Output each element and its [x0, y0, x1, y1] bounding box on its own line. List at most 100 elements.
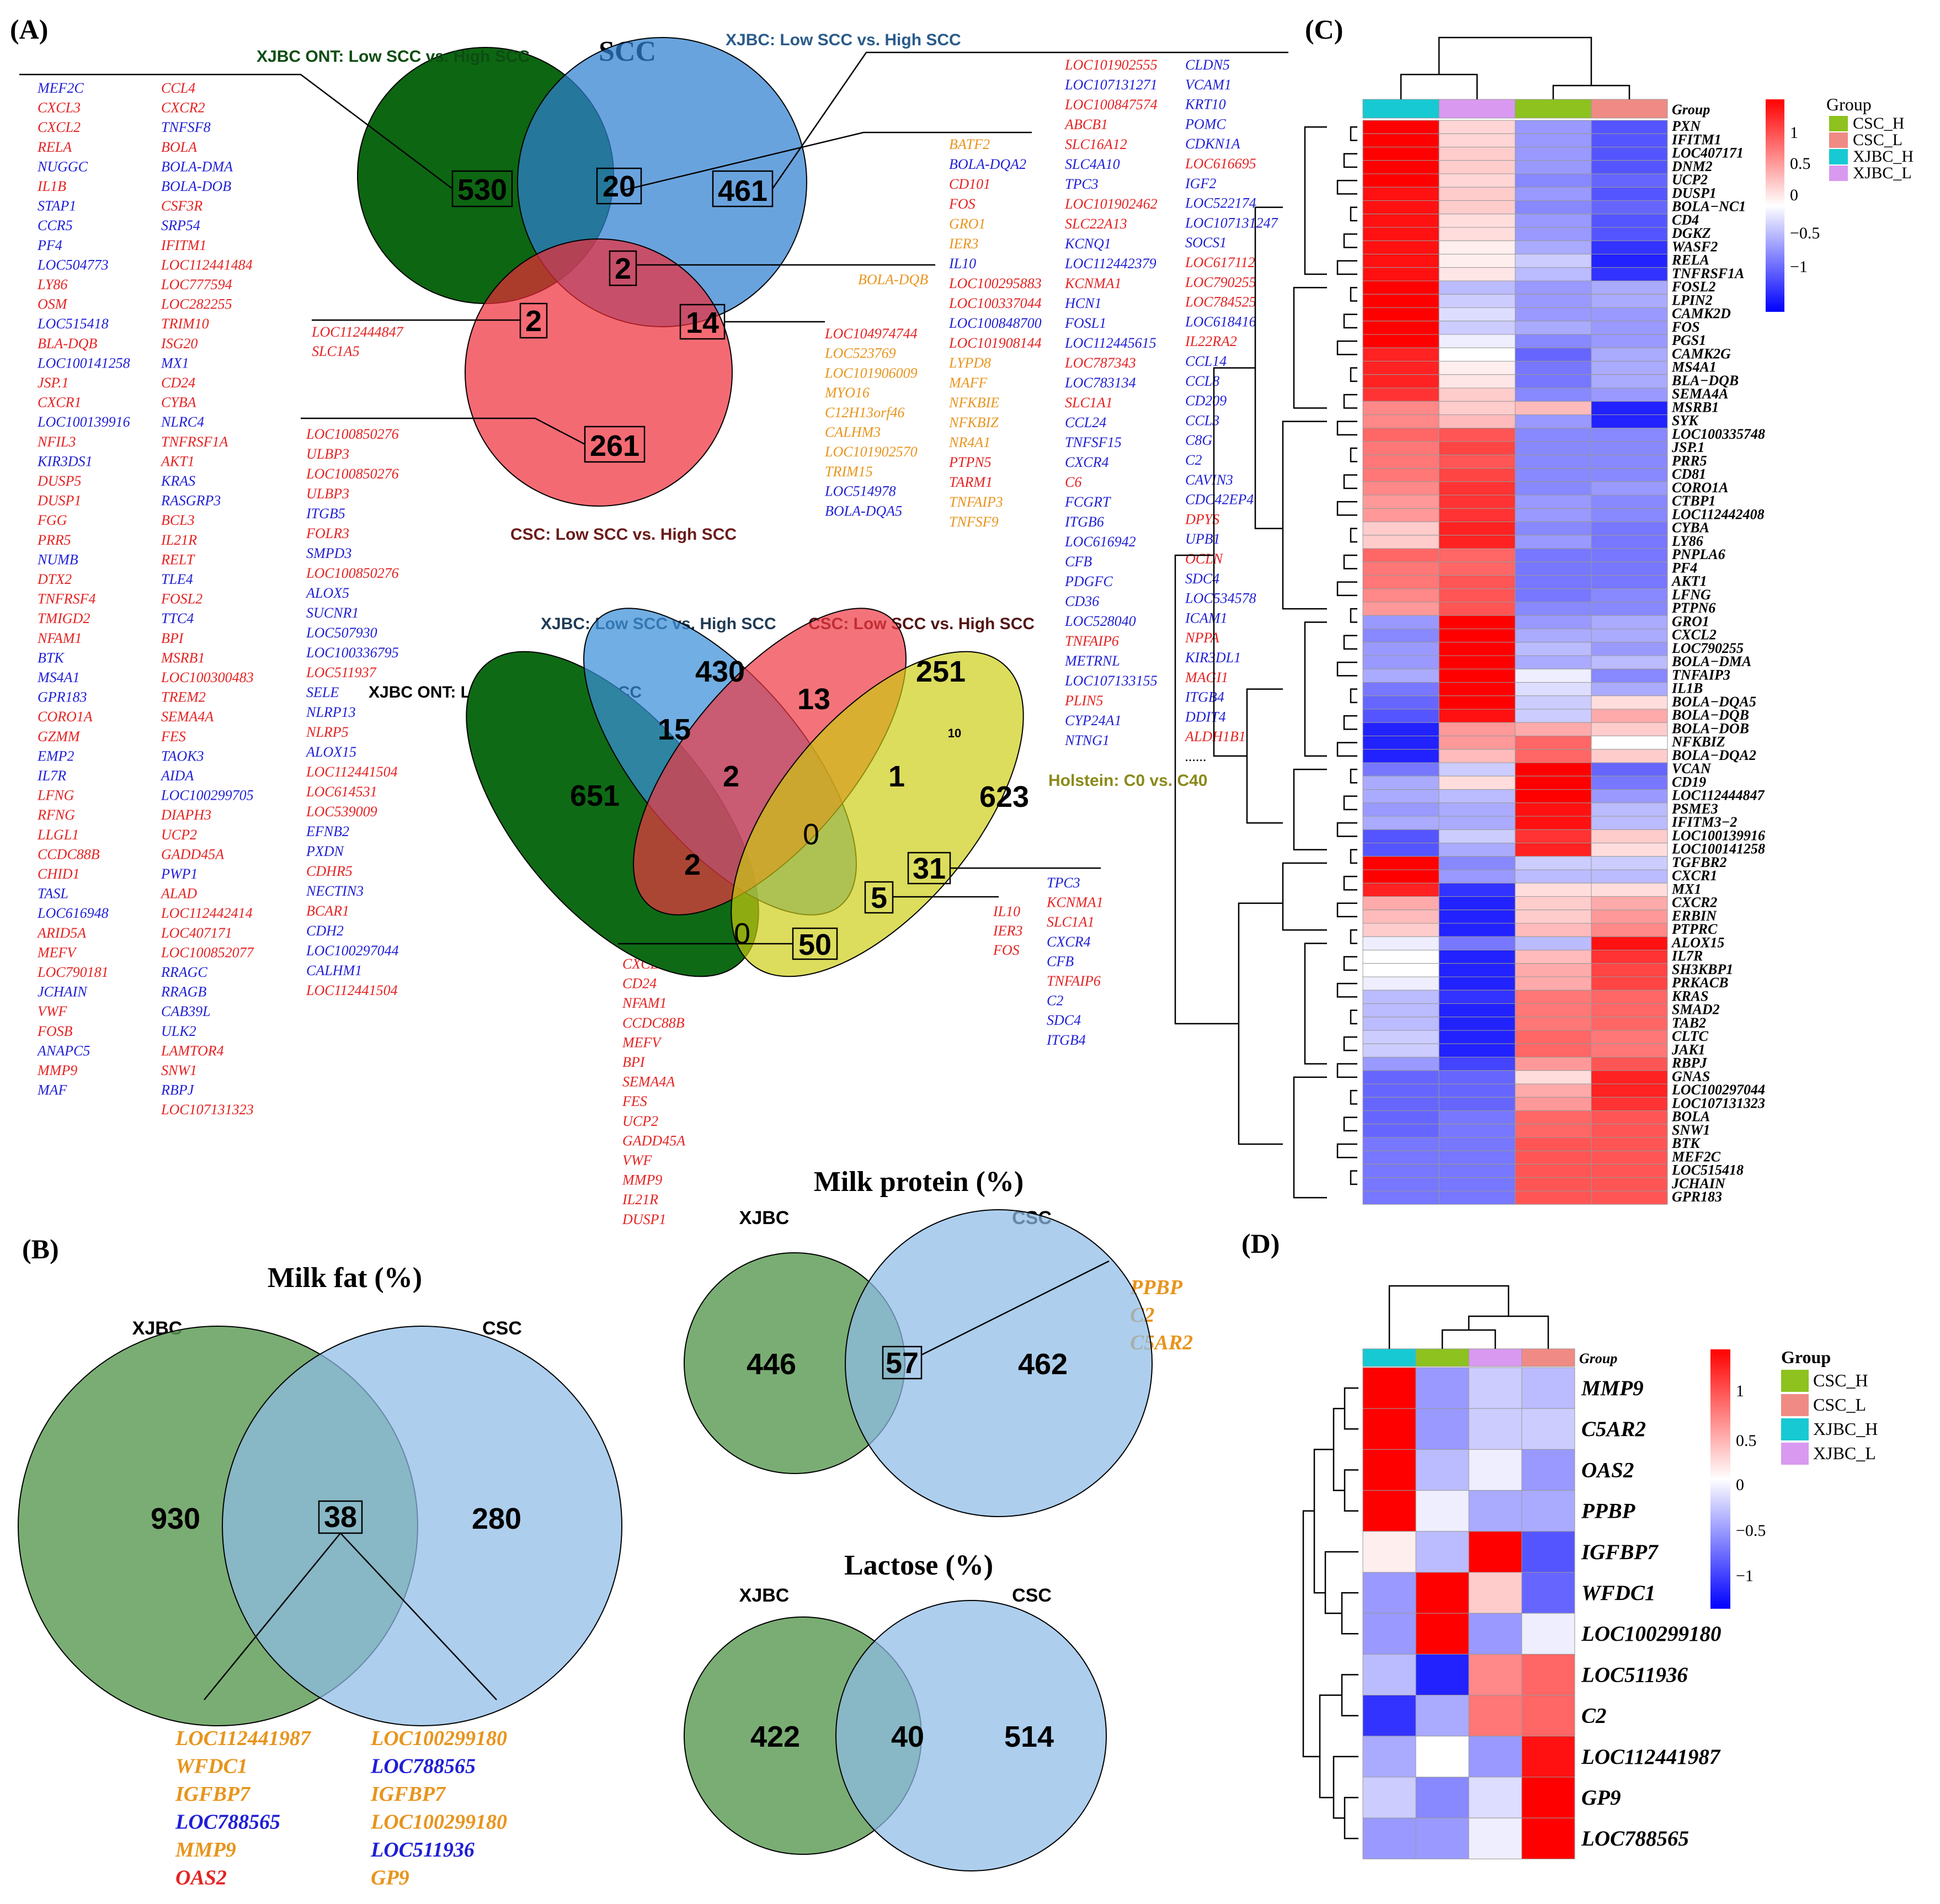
heatmap-d-row-label: LOC100299180 — [1581, 1622, 1722, 1646]
heatmap-c-row-label: CXCR1 — [1672, 868, 1717, 884]
heatmap-c-cell — [1515, 749, 1592, 763]
list-xjbc-only-col2-gene: IGF2 — [1185, 175, 1216, 192]
heatmap-c-cell — [1362, 481, 1440, 496]
heatmap-c-cell — [1362, 682, 1440, 696]
heatmap-c-cell — [1515, 1070, 1592, 1084]
list-xjbc-only-col1-gene: C6 — [1065, 474, 1081, 490]
list-xjbc-only-col2-gene: KIR3DL1 — [1185, 650, 1241, 666]
list-ont-only-col1-gene: PF4 — [37, 237, 62, 253]
heatmap-c-row-label: ALOX15 — [1671, 934, 1724, 950]
heatmap-c-cell — [1515, 414, 1592, 429]
heatmap-c-row-label: CD81 — [1672, 466, 1706, 482]
heatmap-c-cell — [1362, 1043, 1440, 1057]
heatmap-c-cell — [1515, 1164, 1592, 1178]
list-ont-only-col1-gene: GZMM — [38, 728, 81, 744]
venn4-count-ont-csc: 2 — [684, 848, 701, 881]
heatmap-c-cell — [1438, 280, 1516, 295]
list-csc-only-gene: BCAR1 — [306, 903, 349, 919]
heatmap-c-cell — [1591, 1164, 1668, 1178]
heatmap-d-row-label: PPBP — [1581, 1499, 1636, 1523]
heatmap-c-row-label: MEF2C — [1671, 1148, 1721, 1164]
heatmap-c-cell — [1438, 910, 1516, 924]
heatmap-c-cell — [1591, 910, 1668, 924]
heatmap-d-cell — [1415, 1613, 1469, 1655]
list-ont-only-col1-gene: CHID1 — [38, 866, 80, 882]
heatmap-c-row-dendrogram — [1336, 982, 1357, 998]
heatmap-c-row-label: JSP.1 — [1671, 439, 1705, 455]
heatmap-c-row-label: MS4A1 — [1671, 359, 1717, 375]
list-ont-holstein-gene: MMP9 — [622, 1172, 662, 1188]
venn3-count-ont-xjbc: 20 — [603, 170, 636, 203]
heatmap-c-cell — [1591, 160, 1668, 174]
heatmap-c-row-dendrogram — [1336, 1063, 1357, 1078]
list-ont-holstein-gene: SEMA4A — [622, 1074, 675, 1090]
lactose-circle-csc — [835, 1600, 1107, 1871]
heatmap-c-cell — [1362, 1177, 1440, 1192]
heatmap-c-cell — [1515, 1150, 1592, 1164]
heatmap-d-column-dendrogram — [1468, 1315, 1549, 1349]
list-csc-only-gene: LOC112441504 — [306, 982, 398, 998]
list-ont-xjbc-gene: TARM1 — [949, 474, 993, 490]
heatmap-c-cell — [1515, 160, 1592, 174]
list-xjbc-holstein-gene: ITGB4 — [1046, 1032, 1086, 1048]
heatmap-c-cell — [1591, 441, 1668, 455]
list-csc-only-gene: EFNB2 — [306, 823, 349, 839]
heatmap-c-row-label: NFKBIZ — [1671, 734, 1725, 750]
milk-fat-left-gene: MMP9 — [175, 1838, 236, 1862]
heatmap-c-row-label: BTK — [1671, 1135, 1701, 1151]
heatmap-c-cell — [1515, 1017, 1592, 1031]
heatmap-c-row-dendrogram — [1254, 206, 1283, 529]
heatmap-c-cell — [1591, 200, 1668, 215]
lactose-count-both: 40 — [891, 1720, 924, 1753]
heatmap-c-row-label: CORO1A — [1672, 480, 1729, 496]
list-ont-only-col2-gene: LOC107131323 — [161, 1102, 254, 1118]
heatmap-d-cell — [1468, 1572, 1522, 1614]
heatmap-c-cell — [1515, 494, 1592, 509]
heatmap-c-row-dendrogram — [1350, 528, 1357, 543]
heatmap-c-cell — [1438, 160, 1516, 174]
list-xjbc-only-col1-gene: CD36 — [1065, 593, 1099, 609]
milk-fat-right-gene: LOC100299180 — [370, 1727, 507, 1750]
list-xjbc-only-col1-gene: LOC112445615 — [1064, 335, 1156, 351]
heatmap-c-cell — [1591, 829, 1668, 843]
heatmap-c-cell — [1591, 802, 1668, 817]
milk-protein-count-csc: 462 — [1018, 1348, 1068, 1381]
list-ont-only-col1-gene: MMP9 — [37, 1062, 77, 1078]
list-csc-only-gene: LOC539009 — [306, 804, 377, 820]
list-xjbc-only-col1-gene: TPC3 — [1065, 176, 1099, 192]
heatmap-c-cell — [1515, 387, 1592, 402]
heatmap-d-row-dendrogram — [1313, 1449, 1334, 1594]
venn4-count-csc-only: 251 — [916, 655, 966, 688]
list-xjbc-only-col1-gene: HCN1 — [1064, 295, 1101, 311]
heatmap-c-cell — [1362, 629, 1440, 643]
heatmap-c-cell — [1362, 856, 1440, 870]
heatmap-c-cell — [1362, 1110, 1440, 1125]
heatmap-d-cell — [1521, 1367, 1575, 1409]
list-xjbc-holstein-gene: CFB — [1047, 953, 1074, 969]
heatmap-d: Group MMP9 C5AR2 OAS2 PPBP IGFBP7 WFDC1 LOC1002… — [1302, 1285, 1878, 1859]
heatmap-c-cell — [1591, 522, 1668, 536]
list-ont-only-col1-gene: RFNG — [37, 807, 75, 823]
heatmap-c-row-label: PGS1 — [1671, 332, 1706, 348]
venn4-count-ont-xjbc-holstein: 5 — [871, 881, 887, 914]
heatmap-c-cell — [1362, 1137, 1440, 1151]
list-ont-xjbc-holstein-gene: FOS — [993, 942, 1020, 958]
heatmap-d-legend-label: CSC_L — [1813, 1395, 1866, 1414]
list-xjbc-only-col1-gene: FOSL1 — [1064, 315, 1106, 331]
heatmap-d-cell — [1521, 1736, 1575, 1778]
list-xjbc-only-col1-gene: LOC783134 — [1064, 375, 1136, 391]
heatmap-c-cell — [1591, 1177, 1668, 1192]
heatmap-c-cell — [1515, 1030, 1592, 1044]
list-ont-csc-gene: LOC112444847 — [311, 324, 404, 340]
list-ont-only-col2-gene: BCL3 — [161, 512, 195, 528]
venn3-count-xjbc-only: 461 — [718, 174, 768, 208]
list-ont-only-col1-gene: DUSP1 — [37, 493, 81, 509]
list-ont-only-col2-gene: FOSL2 — [161, 591, 202, 607]
list-ont-only-col2-gene: IL21R — [161, 532, 197, 548]
heatmap-c-cell — [1362, 749, 1440, 763]
heatmap-c-column-dendrogram — [1400, 73, 1478, 99]
lactose-right-label: CSC — [1012, 1585, 1052, 1606]
heatmap-c-cell — [1591, 882, 1668, 897]
list-xjbc-csc-gene: CALHM3 — [825, 424, 881, 440]
list-ont-xjbc-gene: GRO1 — [949, 216, 985, 232]
